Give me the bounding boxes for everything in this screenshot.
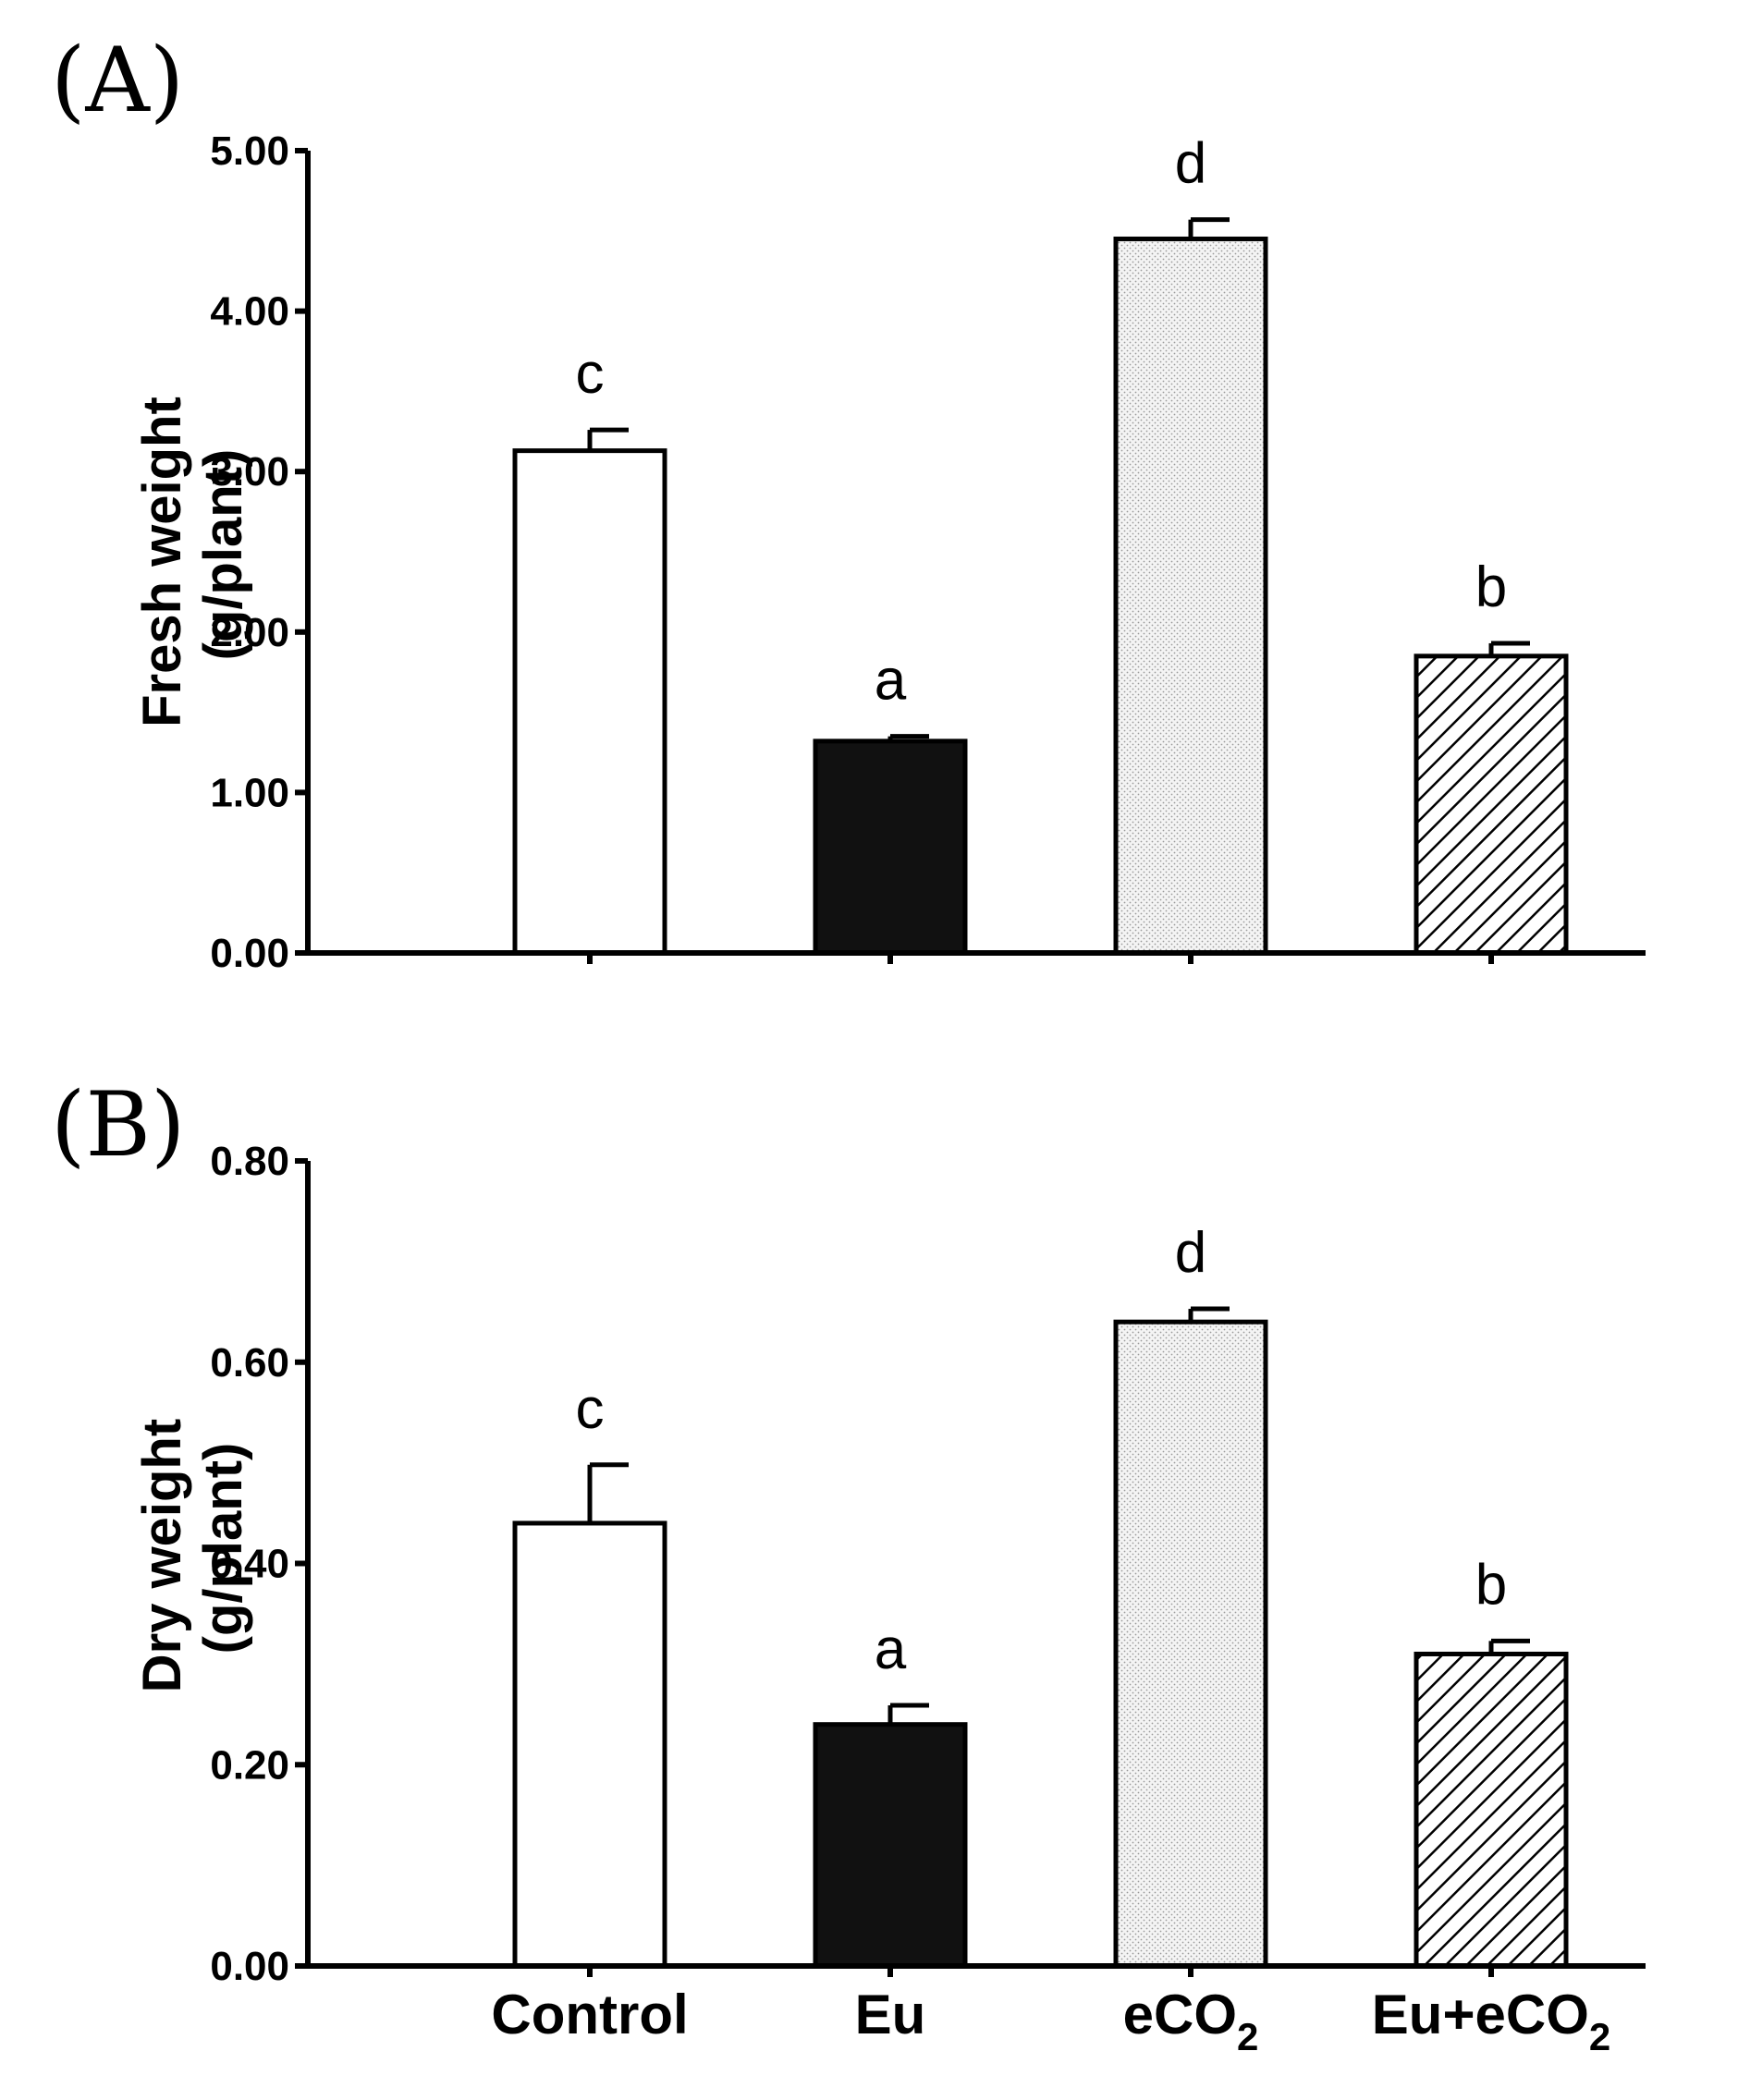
significance-letter: c (576, 1377, 605, 1441)
bar-eu (813, 1722, 968, 1969)
error-bar (1488, 641, 1530, 656)
error-bar (1488, 1638, 1530, 1654)
bar-eu-eco2 (1414, 653, 1569, 956)
bar-eu (813, 739, 968, 956)
error-bar (1188, 1306, 1230, 1323)
y-tick-label: 0.00 (210, 1944, 289, 1989)
significance-letter: b (1475, 556, 1507, 619)
panel-label: (B) (51, 1073, 185, 1177)
y-axis-label: Dry weight (g/plant) (132, 1404, 253, 1693)
x-tick-label: eCO2 (1123, 1984, 1259, 2058)
panel-label: (A) (51, 29, 184, 132)
category-labels: Control Eu eCO2 Eu+eCO2 (491, 1984, 1610, 2058)
significance-letter: d (1175, 1221, 1206, 1285)
x-tick-label: Eu (855, 1984, 926, 2045)
bar-eco2 (1113, 1319, 1268, 1969)
y-tick-label: 0.80 (210, 1139, 289, 1184)
bar-control (512, 448, 667, 956)
error-bar (587, 427, 629, 451)
bars-layer: c a d b (512, 132, 1569, 956)
significance-letter: b (1475, 1553, 1507, 1617)
significance-letter: d (1175, 132, 1206, 196)
x-tick-label: Eu+eCO2 (1372, 1984, 1610, 2058)
significance-letter: a (875, 1618, 907, 1681)
panel-a: (A) Fresh weight (g/plant) c a d b 0.00 1.00… (51, 29, 1646, 976)
bar-eu-eco2 (1414, 1651, 1569, 1969)
bars-layer: c a d b (512, 1221, 1569, 1969)
y-tick-label: 3.00 (210, 449, 289, 494)
x-tick-label: Control (491, 1984, 688, 2045)
error-bar (1188, 217, 1230, 239)
y-tick-label: 0.60 (210, 1340, 289, 1386)
error-bar (587, 1462, 629, 1523)
error-bar (887, 1703, 929, 1725)
bar-control (512, 1520, 667, 1969)
axes-layer: 0.00 0.20 0.40 0.60 0.80 (210, 1139, 1646, 1989)
y-tick-label: 0.40 (210, 1542, 289, 1587)
y-tick-label: 0.00 (210, 931, 289, 976)
significance-letter: c (576, 342, 605, 406)
bar-eco2 (1113, 236, 1268, 956)
y-tick-label: 4.00 (210, 289, 289, 335)
y-tick-label: 1.00 (210, 770, 289, 815)
axes-layer: 0.00 1.00 2.00 3.00 4.00 5.00 (210, 128, 1646, 976)
error-bar (887, 734, 929, 741)
y-tick-label: 5.00 (210, 128, 289, 174)
y-axis-label: Fresh weight (g/plant) (132, 382, 253, 727)
y-tick-label: 0.20 (210, 1742, 289, 1788)
significance-letter: a (875, 649, 907, 713)
y-tick-label: 2.00 (210, 610, 289, 655)
